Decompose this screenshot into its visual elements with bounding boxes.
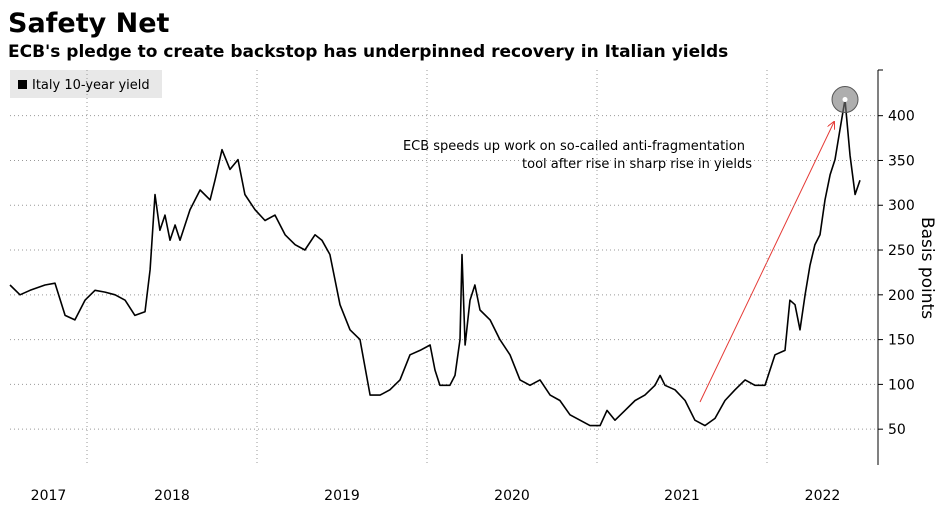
x-tick-label: 2021 [664, 488, 700, 504]
peak-dot [842, 97, 848, 103]
series-line [9, 98, 861, 427]
annotation: tool after rise in sharp rise in yields [522, 157, 752, 172]
y-tick-label: 50 [888, 422, 906, 438]
y-axis-label: Basis points [917, 217, 937, 319]
x-tick-label: 2022 [805, 488, 841, 504]
y-tick-label: 150 [888, 333, 915, 349]
y-tick-label: 350 [888, 153, 915, 169]
y-tick-label: 200 [888, 288, 915, 304]
legend-label: Italy 10-year yield [32, 78, 150, 93]
y-tick-label: 100 [888, 377, 915, 393]
annotation: ECB speeds up work on so-called anti-fra… [403, 139, 745, 154]
y-tick-label: 400 [888, 109, 915, 125]
x-tick-label: 2018 [154, 488, 190, 504]
y-tick-label: 250 [888, 243, 915, 259]
x-tick-label: 2019 [324, 488, 360, 504]
chart-subtitle: ECB's pledge to create backstop has unde… [8, 42, 728, 62]
x-tick-label: 2017 [31, 488, 67, 504]
legend-swatch [18, 80, 27, 89]
y-tick-label: 300 [888, 198, 915, 214]
chart-title: Safety Net [8, 8, 170, 39]
x-tick-label: 2020 [494, 488, 530, 504]
legend-box [10, 70, 162, 98]
